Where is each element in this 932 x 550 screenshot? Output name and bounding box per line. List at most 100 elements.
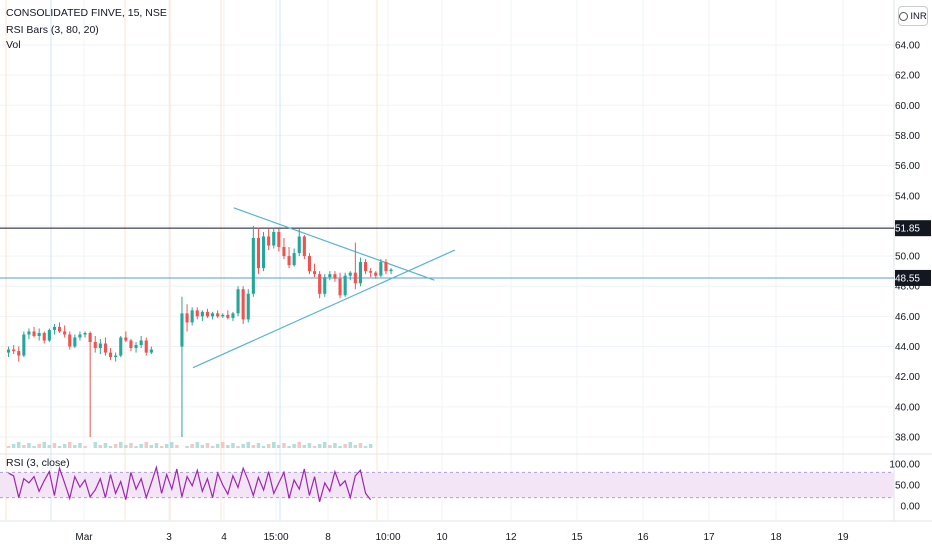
candle-body [73,337,77,347]
candle-body [236,289,240,314]
candle-body [200,311,204,317]
volume-bar [215,444,220,448]
price-tag [895,220,931,237]
time-tick-label: 17 [703,532,715,543]
candle-body [323,277,327,294]
candle-body [205,311,209,317]
volume-bar [200,445,205,448]
volume-bar [164,444,169,448]
volume-bar [78,443,82,448]
volume-bar [17,442,21,448]
candle-body [83,332,87,335]
candle-body [221,314,225,317]
candle-body [27,331,31,335]
candle-body [328,274,332,278]
candle-body [103,343,107,353]
volume-bar [272,442,276,448]
candle-body [333,274,337,279]
candle-body [226,314,230,318]
price-tag-label: 51.85 [895,224,920,235]
price-tick-label: 46.00 [895,312,920,323]
volume-bar [68,442,72,448]
volume-bar [312,446,317,448]
time-axis[interactable]: Mar 3 4 15:00 8 10:00 10 12 15 16 17 18 19 [75,532,849,543]
candle-body [63,331,67,335]
price-tick-label: 56.00 [895,161,920,172]
candle-body [358,262,362,284]
legend-symbol[interactable]: CONSOLIDATED FINVE, 15, NSE [6,7,167,19]
candle-body [246,293,250,320]
volume-bar [302,445,307,448]
volume-bar [129,443,133,448]
candle-body [180,313,184,347]
volume-bar [323,442,327,448]
candle-body [353,272,357,284]
volume-bar [210,446,215,448]
volume-bar [47,445,52,448]
trendlines[interactable] [192,207,456,369]
candle-body [343,275,347,296]
price-tick-label: 42.00 [895,372,920,383]
time-tick-label: 15 [571,532,583,543]
volume-bar [236,446,240,448]
rsi-pane [0,465,894,502]
volume-bar [154,443,159,448]
candle-body [98,343,102,349]
session-lines [5,0,378,520]
candle-body [307,256,311,272]
time-tick-label: 12 [505,532,517,543]
volume-bar [11,444,16,448]
candle-body [369,271,373,273]
currency-button[interactable]: INR [898,6,928,26]
volume-bar [32,446,36,448]
candle-body [256,237,260,269]
volume-bar [103,443,108,448]
legend-rsi[interactable]: RSI (3, close) [6,457,70,469]
candle-body [109,352,113,358]
price-tick-label: 58.00 [895,131,920,142]
candle-body [190,310,194,323]
currency-label: INR [910,10,927,22]
volume-bar [139,444,143,448]
time-tick-label: 16 [637,532,649,543]
horizontal-lines[interactable] [0,227,894,279]
candlesticks [7,225,393,437]
candle-body [216,313,220,317]
volume-bar [113,444,118,448]
price-tick-label: 50.00 [895,252,920,263]
candle-body [52,326,56,330]
candle-body [124,337,128,341]
price-tick-label: 54.00 [895,191,920,202]
time-tick-label: 10 [436,532,448,543]
price-axis[interactable]: 64.0062.0060.0058.0056.0054.0052.0050.00… [889,41,931,513]
volume-bar [185,446,189,448]
volume-bar [277,445,281,448]
candle-body [68,334,72,347]
candle-body [318,274,322,294]
candle-body [348,272,352,276]
volume-bar [108,446,113,448]
time-tick-label: 10:00 [375,532,400,543]
candle-body [267,236,271,246]
volume-bar [27,443,31,448]
volume-bar [358,443,363,448]
legend-rsi-bars[interactable]: RSI Bars (3, 80, 20) [6,24,99,36]
legend-volume[interactable]: Vol [6,39,21,51]
candle-body [364,262,368,272]
price-tick-label: 44.00 [895,342,920,353]
candle-body [272,231,276,246]
volume-bar [333,443,337,448]
candle-body [231,313,235,318]
trendline [233,207,435,281]
candle-body [251,237,255,294]
candle-body [287,256,291,266]
rsi-tick-label: 0.00 [901,502,921,513]
volume-bar [119,442,123,448]
price-tick-label: 62.00 [895,71,920,82]
time-tick-label: 4 [221,532,227,543]
rsi-tick-label: 50.00 [895,481,920,492]
candle-body [47,329,51,341]
volume-bar [144,442,148,448]
candle-body [32,331,36,336]
